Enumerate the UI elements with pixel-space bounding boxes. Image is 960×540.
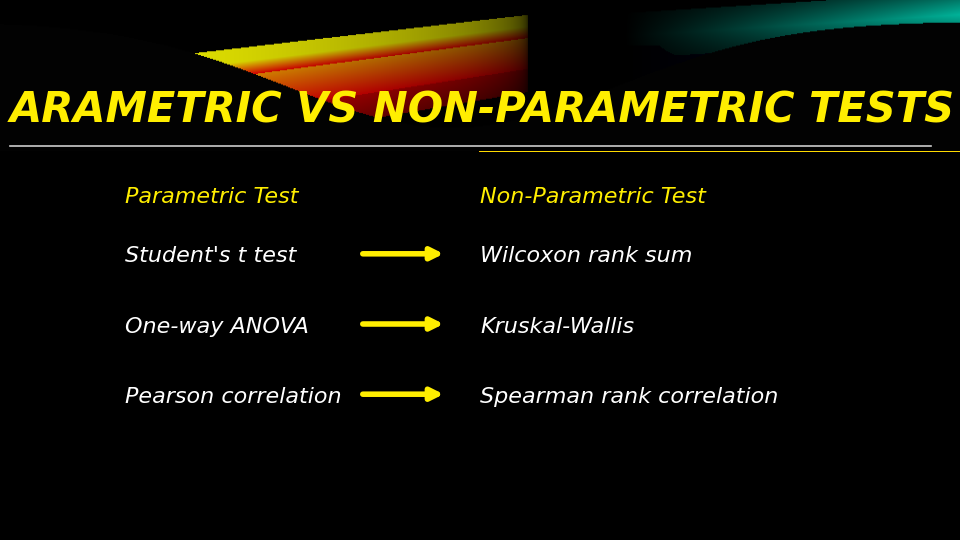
Text: One-way ANOVA: One-way ANOVA	[125, 316, 309, 337]
Text: Wilcoxon rank sum: Wilcoxon rank sum	[480, 246, 692, 267]
Text: ARAMETRIC VS NON-PARAMETRIC TESTS: ARAMETRIC VS NON-PARAMETRIC TESTS	[10, 90, 955, 132]
Text: Pearson correlation: Pearson correlation	[125, 387, 342, 407]
Text: Parametric Test: Parametric Test	[125, 187, 299, 207]
Text: Non-Parametric Test: Non-Parametric Test	[480, 187, 706, 207]
Text: Spearman rank correlation: Spearman rank correlation	[480, 387, 779, 407]
Text: Kruskal-Wallis: Kruskal-Wallis	[480, 316, 635, 337]
Text: Student's t test: Student's t test	[125, 246, 297, 267]
